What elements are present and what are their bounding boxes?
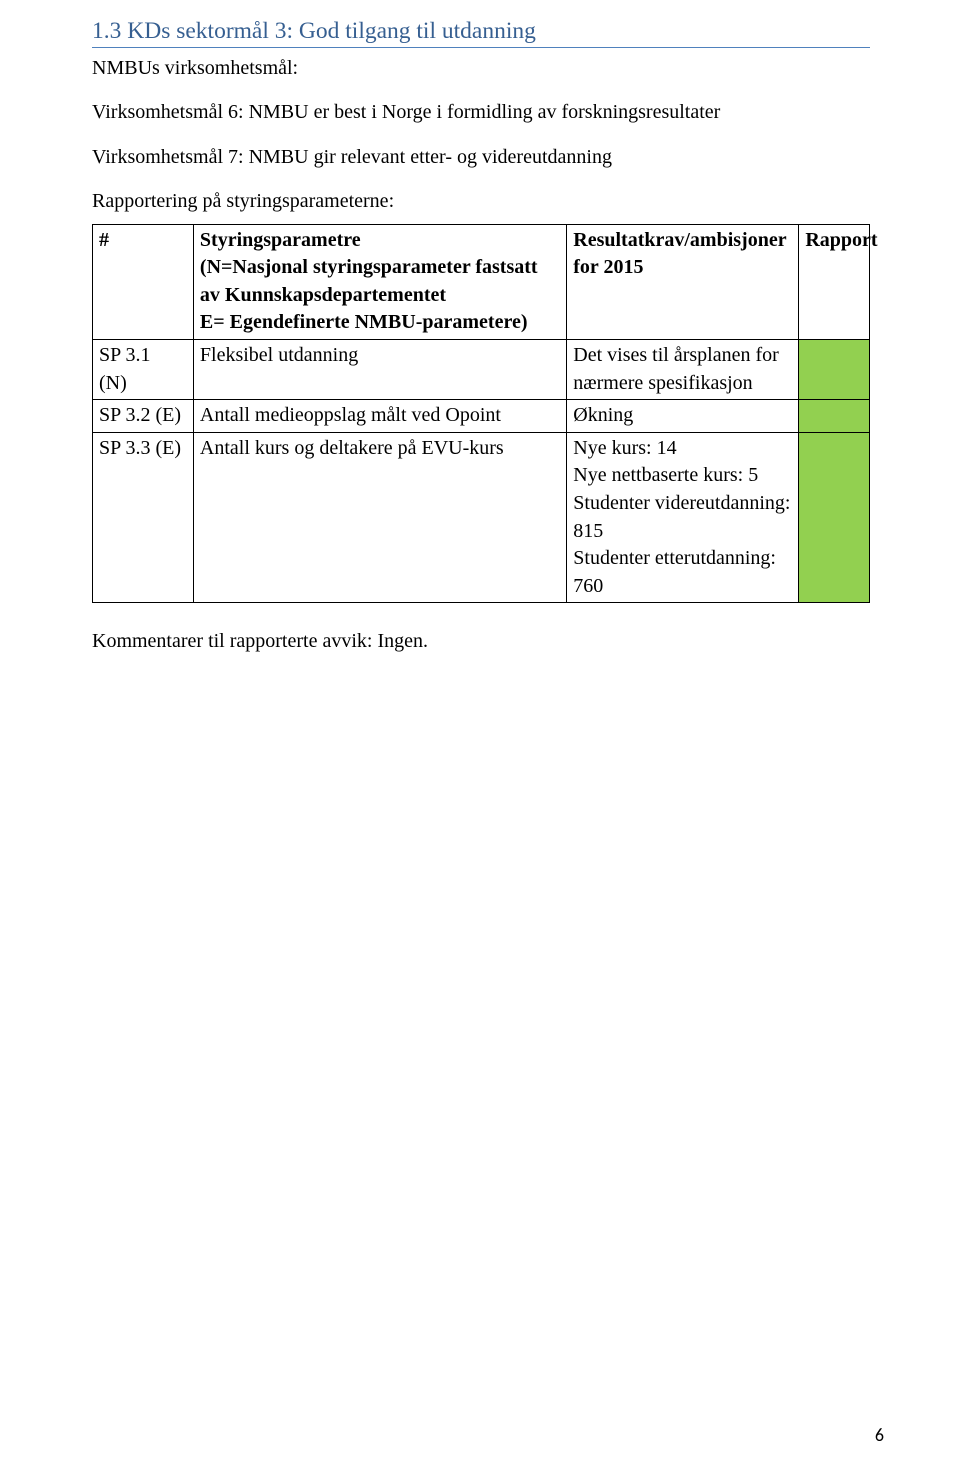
th-number-text: # — [99, 229, 109, 251]
paragraph-virksomhetsmal-7: Virksomhetsmål 7: NMBU gir relevant ette… — [92, 143, 870, 171]
cell-sp31-krav-l1: Det vises til årsplanen for — [573, 344, 779, 366]
paragraph-kommentarer: Kommentarer til rapporterte avvik: Ingen… — [92, 627, 870, 655]
cell-sp31-id: SP 3.1 (N) — [93, 339, 194, 399]
cell-sp33-krav-l4: 815 — [573, 520, 603, 542]
table-row: SP 3.1 (N) Fleksibel utdanning Det vises… — [93, 339, 870, 399]
cell-sp33-krav: Nye kurs: 14 Nye nettbaserte kurs: 5 Stu… — [567, 432, 799, 603]
cell-sp33-param: Antall kurs og deltakere på EVU-kurs — [193, 432, 566, 603]
cell-sp32-param: Antall medieoppslag målt ved Opoint — [193, 400, 566, 433]
cell-sp33-id: SP 3.3 (E) — [93, 432, 194, 603]
th-number: # — [93, 224, 194, 339]
paragraph-rapportering: Rapportering på styringsparameterne: — [92, 187, 870, 215]
th-styringsparametre: Styringsparametre (N=Nasjonal styringspa… — [193, 224, 566, 339]
cell-sp33-rapport — [799, 432, 870, 603]
section-heading: 1.3 KDs sektormål 3: God tilgang til utd… — [92, 18, 870, 48]
th-styringsparametre-l2: (N=Nasjonal styringsparameter fastsatt a… — [200, 256, 538, 306]
cell-sp31-krav: Det vises til årsplanen for nærmere spes… — [567, 339, 799, 399]
th-rapport: Rapport — [799, 224, 870, 339]
th-resultatkrav: Resultatkrav/ambisjoner for 2015 — [567, 224, 799, 339]
cell-sp31-rapport — [799, 339, 870, 399]
th-styringsparametre-l3: E= Egendefinerte NMBU-parametere) — [200, 311, 528, 333]
table-header-row: # Styringsparametre (N=Nasjonal styrings… — [93, 224, 870, 339]
paragraph-virksomhetsmal-6: Virksomhetsmål 6: NMBU er best i Norge i… — [92, 98, 870, 126]
page: 1.3 KDs sektormål 3: God tilgang til utd… — [0, 0, 960, 1484]
page-number: 6 — [875, 1424, 884, 1446]
cell-sp32-rapport — [799, 400, 870, 433]
cell-sp31-krav-l2: nærmere spesifikasjon — [573, 372, 752, 394]
th-rapport-text: Rapport — [805, 229, 877, 251]
cell-sp31-id-l2: (N) — [99, 372, 127, 394]
th-resultatkrav-l1: Resultatkrav/ambisjoner — [573, 229, 786, 251]
table-row: SP 3.2 (E) Antall medieoppslag målt ved … — [93, 400, 870, 433]
cell-sp32-id: SP 3.2 (E) — [93, 400, 194, 433]
cell-sp33-krav-l1: Nye kurs: 14 — [573, 437, 676, 459]
th-resultatkrav-l2: for 2015 — [573, 256, 643, 278]
cell-sp33-krav-l6: 760 — [573, 575, 603, 597]
cell-sp33-krav-l5: Studenter etterutdanning: — [573, 547, 776, 569]
paragraph-nmbu-virksomhetsmal: NMBUs virksomhetsmål: — [92, 54, 870, 82]
cell-sp33-krav-l2: Nye nettbaserte kurs: 5 — [573, 464, 758, 486]
cell-sp33-krav-l3: Studenter videreutdanning: — [573, 492, 790, 514]
cell-sp32-krav: Økning — [567, 400, 799, 433]
cell-sp31-param: Fleksibel utdanning — [193, 339, 566, 399]
th-styringsparametre-l1: Styringsparametre — [200, 229, 361, 251]
table-row: SP 3.3 (E) Antall kurs og deltakere på E… — [93, 432, 870, 603]
styringsparametre-table: # Styringsparametre (N=Nasjonal styrings… — [92, 224, 870, 604]
cell-sp31-id-l1: SP 3.1 — [99, 344, 151, 366]
